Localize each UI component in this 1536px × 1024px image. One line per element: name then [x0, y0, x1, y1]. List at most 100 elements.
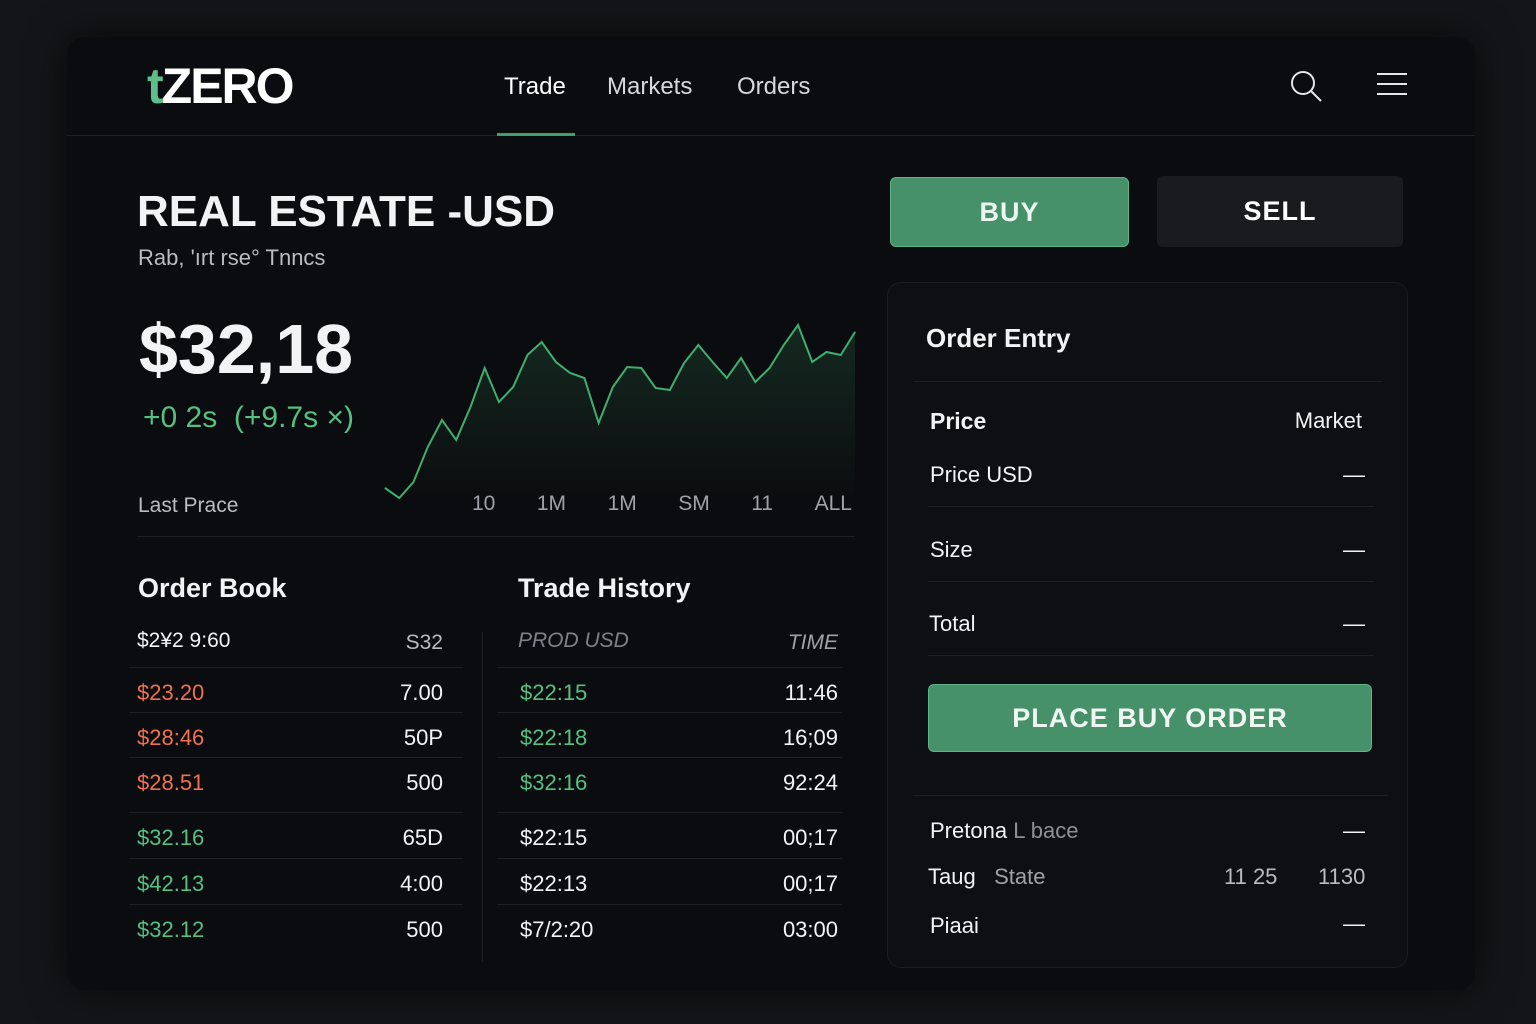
trade-price: $22:13 [520, 871, 588, 896]
order-type-select[interactable]: Market [1294, 408, 1362, 433]
trade-time: 16;09 [782, 725, 838, 750]
order-book-size: 65D [402, 825, 443, 850]
trade-history-title: Trade History [518, 573, 691, 603]
price-point [783, 344, 785, 346]
price-point [754, 381, 756, 383]
range-1[interactable]: 1M [536, 492, 567, 515]
trade-price: $22:15 [520, 680, 588, 705]
row1-sub: L bace [1013, 818, 1079, 843]
price-point [384, 487, 386, 489]
price-line [384, 322, 856, 500]
row-divider [497, 712, 842, 713]
change-pct: (+9.7s ×) [233, 401, 354, 434]
range-3[interactable]: SM [678, 492, 710, 515]
asset-title: REAL ESTATE -USD [137, 187, 556, 236]
price-point [526, 354, 528, 356]
order-book-price[interactable]: $28.51 [137, 770, 205, 795]
price-point [669, 389, 671, 391]
price-label: Price [930, 408, 987, 434]
row-divider [497, 757, 842, 758]
row-divider [129, 858, 463, 859]
price-point [484, 367, 486, 369]
buy-button[interactable]: BUY [890, 177, 1129, 247]
trade-history-header-price: PROD USD [518, 629, 629, 652]
price-usd-input[interactable]: — [1343, 462, 1365, 487]
order-book-price[interactable]: $42.13 [137, 871, 205, 896]
row2-sub: State [994, 864, 1046, 889]
row2-label: Taug [928, 864, 976, 889]
price-point [583, 377, 585, 379]
sell-button[interactable]: SELL [1157, 176, 1403, 247]
order-book-price[interactable]: $32.16 [137, 825, 205, 850]
row-divider [497, 812, 842, 813]
time-range-selector: 10 1M 1M SM 11 ALL [472, 492, 852, 516]
nav-markets[interactable]: Markets [607, 73, 693, 100]
price-point [541, 341, 543, 343]
search-icon[interactable] [1289, 69, 1323, 103]
trade-price: $22:18 [520, 725, 588, 750]
order-book-header-size: S32 [405, 631, 443, 654]
row-divider [129, 712, 463, 713]
divider [913, 795, 1388, 796]
order-book-size: 500 [406, 917, 443, 942]
size-label: Size [930, 537, 973, 562]
price-point [797, 324, 799, 326]
divider [913, 381, 1383, 382]
order-book-price[interactable]: $28:46 [137, 725, 205, 750]
active-tab-indicator [497, 133, 575, 136]
price-point [412, 481, 414, 483]
order-entry-panel: Order Entry Price Market Price USD — Siz… [887, 282, 1408, 968]
divider [928, 506, 1374, 507]
row-divider [129, 757, 463, 758]
price-point [655, 387, 657, 389]
row-divider [129, 667, 463, 668]
place-buy-order-button[interactable]: PLACE BUY ORDER [928, 684, 1372, 752]
trade-price: $7/2:20 [520, 917, 594, 942]
order-entry-title: Order Entry [926, 323, 1071, 353]
price-point [769, 367, 771, 369]
price-chart [384, 322, 856, 500]
order-book-size: 7.00 [400, 680, 443, 705]
divider [137, 536, 855, 537]
logo-prefix: t [147, 58, 164, 114]
total-label: Total [929, 611, 976, 636]
range-4[interactable]: 11 [751, 492, 774, 515]
price-point [712, 361, 714, 363]
price-point [626, 366, 628, 368]
price-point [398, 497, 400, 499]
nav-trade[interactable]: Trade [504, 73, 566, 100]
row-divider [129, 904, 463, 905]
trade-price: $22:15 [520, 825, 588, 850]
order-book-price[interactable]: $23.20 [137, 680, 205, 705]
order-book-title: Order Book [138, 573, 287, 603]
trade-time: 00;17 [782, 871, 838, 896]
price-point [840, 354, 842, 356]
range-2[interactable]: 1M [607, 492, 637, 515]
row2-value-1: 11 25 [1224, 864, 1278, 889]
range-5[interactable]: ALL [814, 492, 852, 515]
price-point [612, 386, 614, 388]
price-point [640, 367, 642, 369]
price-point [854, 331, 856, 333]
range-0[interactable]: 10 [472, 492, 496, 515]
order-book-size: 4:00 [400, 871, 443, 896]
order-book-header-price: $2¥2 9:60 [137, 629, 231, 652]
size-input[interactable]: — [1343, 537, 1365, 562]
row-divider [497, 904, 842, 905]
nav-orders[interactable]: Orders [737, 73, 811, 100]
row-divider [497, 667, 842, 668]
trade-time: 11:46 [784, 680, 838, 705]
price-usd-label: Price USD [930, 462, 1033, 487]
change-abs: +0 2s [143, 401, 218, 434]
price-point [469, 406, 471, 408]
footer-row-1: Pretona L bace [930, 818, 1078, 844]
logo-main: ZERO [161, 58, 295, 114]
order-book-price[interactable]: $32.12 [137, 917, 205, 942]
current-price: $32,18 [139, 310, 354, 388]
tzero-logo[interactable]: tZERO [147, 57, 295, 115]
trade-time: 92:24 [782, 770, 838, 795]
column-divider [482, 632, 483, 962]
price-point [740, 357, 742, 359]
menu-icon[interactable] [1376, 72, 1408, 96]
price-point [697, 344, 699, 346]
